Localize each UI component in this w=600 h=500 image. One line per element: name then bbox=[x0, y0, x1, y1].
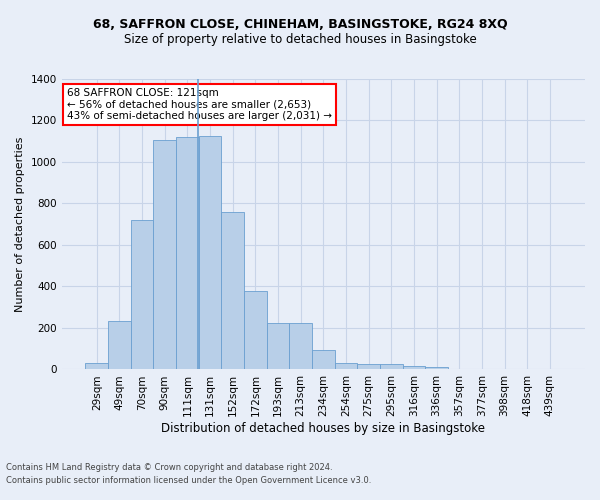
Bar bbox=[289, 323, 312, 370]
Bar bbox=[380, 364, 403, 370]
Bar bbox=[199, 136, 221, 370]
Text: Contains public sector information licensed under the Open Government Licence v3: Contains public sector information licen… bbox=[6, 476, 371, 485]
Bar bbox=[154, 140, 176, 370]
Bar bbox=[131, 220, 154, 370]
Text: 68 SAFFRON CLOSE: 121sqm
← 56% of detached houses are smaller (2,653)
43% of sem: 68 SAFFRON CLOSE: 121sqm ← 56% of detach… bbox=[67, 88, 332, 121]
Bar bbox=[358, 364, 380, 370]
Bar bbox=[221, 212, 244, 370]
Text: 68, SAFFRON CLOSE, CHINEHAM, BASINGSTOKE, RG24 8XQ: 68, SAFFRON CLOSE, CHINEHAM, BASINGSTOKE… bbox=[92, 18, 508, 30]
Y-axis label: Number of detached properties: Number of detached properties bbox=[15, 136, 25, 312]
Text: Contains HM Land Registry data © Crown copyright and database right 2024.: Contains HM Land Registry data © Crown c… bbox=[6, 464, 332, 472]
Bar bbox=[108, 320, 131, 370]
Bar bbox=[244, 290, 266, 370]
Bar bbox=[176, 137, 199, 370]
Bar bbox=[425, 367, 448, 370]
Bar bbox=[85, 363, 108, 370]
Bar bbox=[312, 350, 335, 370]
Bar bbox=[335, 363, 358, 370]
Bar bbox=[403, 366, 425, 370]
X-axis label: Distribution of detached houses by size in Basingstoke: Distribution of detached houses by size … bbox=[161, 422, 485, 435]
Bar bbox=[266, 323, 289, 370]
Text: Size of property relative to detached houses in Basingstoke: Size of property relative to detached ho… bbox=[124, 32, 476, 46]
